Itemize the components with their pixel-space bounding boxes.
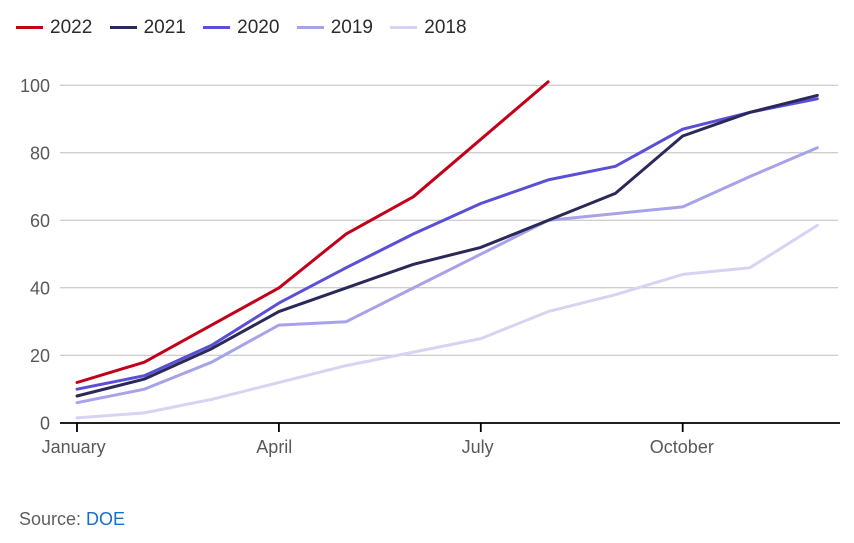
svg-text:July: July bbox=[462, 437, 494, 457]
svg-text:October: October bbox=[650, 437, 714, 457]
svg-text:20: 20 bbox=[30, 346, 50, 366]
svg-text:60: 60 bbox=[30, 211, 50, 231]
svg-text:100: 100 bbox=[20, 76, 50, 96]
svg-text:0: 0 bbox=[40, 414, 50, 434]
svg-text:January: January bbox=[42, 437, 106, 457]
svg-text:40: 40 bbox=[30, 279, 50, 299]
svg-text:80: 80 bbox=[30, 144, 50, 164]
svg-text:April: April bbox=[256, 437, 292, 457]
